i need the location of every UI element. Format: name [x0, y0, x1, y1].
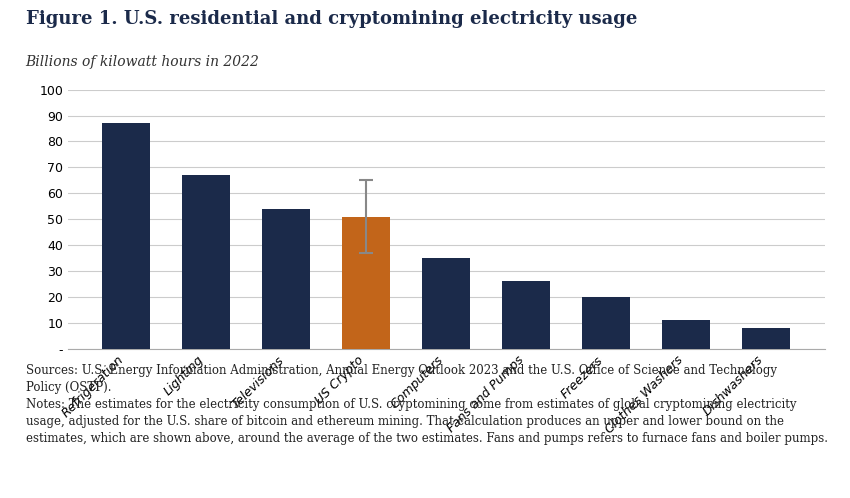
Text: Sources: U.S. Energy Information Administration, Annual Energy Outlook 2023 and : Sources: U.S. Energy Information Adminis…: [26, 364, 828, 445]
Text: Billions of kilowatt hours in 2022: Billions of kilowatt hours in 2022: [26, 55, 259, 69]
Bar: [343, 217, 390, 349]
Text: Figure 1. U.S. residential and cryptomining electricity usage: Figure 1. U.S. residential and cryptomin…: [26, 10, 637, 28]
Bar: [183, 175, 230, 349]
Bar: [502, 281, 550, 349]
Bar: [662, 320, 710, 349]
Bar: [422, 258, 470, 349]
Bar: [263, 209, 310, 349]
Bar: [102, 124, 150, 349]
Bar: [742, 328, 790, 349]
Bar: [582, 297, 630, 349]
